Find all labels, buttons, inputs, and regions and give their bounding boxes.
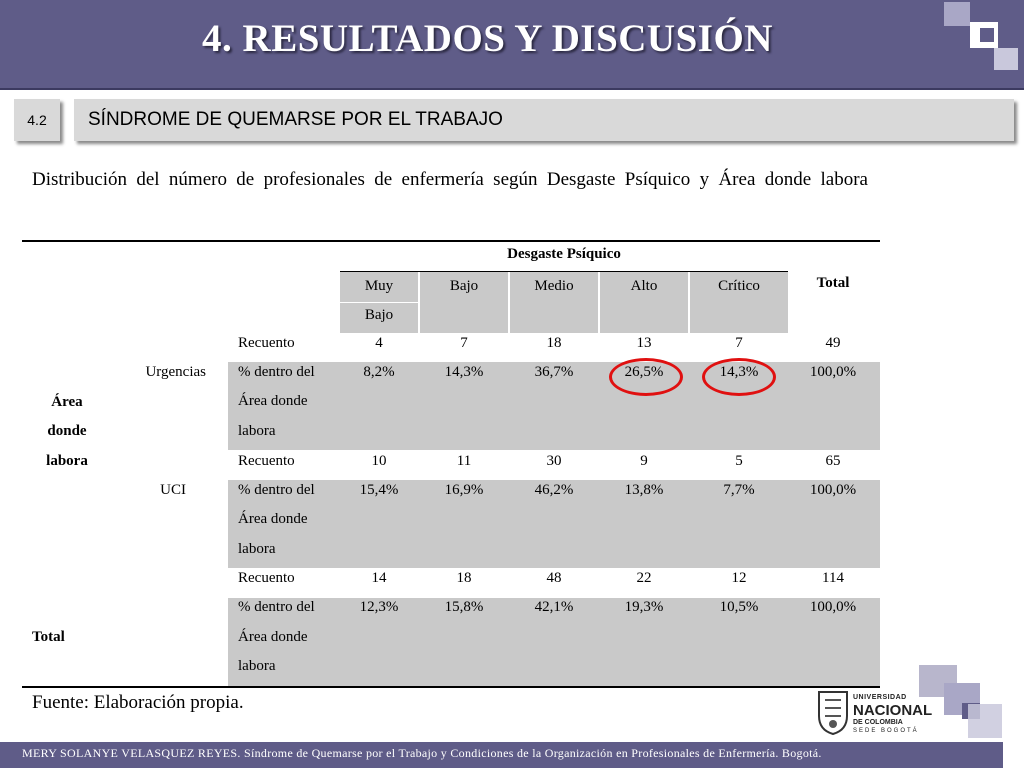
pct-label: % dentro del	[238, 482, 315, 498]
column-header: Alto	[630, 278, 658, 294]
pct-label: Área donde	[238, 629, 308, 645]
table-cell: 100,0%	[809, 482, 857, 498]
table-cell: 46,2%	[534, 482, 574, 498]
pct-label: Área donde	[238, 393, 308, 409]
table-cell: 12	[731, 570, 747, 586]
highlight-circle	[609, 358, 683, 396]
section-number: 4.2	[14, 99, 60, 141]
row-shade	[228, 480, 880, 568]
university-logo: UNIVERSIDAD NACIONAL DE COLOMBIA SEDE BO…	[815, 688, 940, 738]
data-table: Desgaste Psíquico Muy Bajo Bajo Medio Al…	[22, 240, 880, 688]
decorative-square	[944, 2, 970, 26]
section-title: SÍNDROME DE QUEMARSE POR EL TRABAJO	[74, 99, 1014, 141]
column-header: Bajo	[364, 307, 394, 323]
logo-line: SEDE BOGOTÁ	[853, 728, 919, 734]
table-cell: 13	[636, 335, 652, 351]
table-top-rule	[22, 240, 880, 242]
table-cell: 7	[460, 335, 468, 351]
table-cell: 15,4%	[359, 482, 399, 498]
group-rule	[340, 271, 788, 272]
row-label-urgencias: Urgencias	[145, 364, 206, 380]
row-group-label: Área	[51, 394, 83, 410]
table-cell: 11	[456, 453, 472, 469]
logo-line: DE COLOMBIA	[853, 719, 903, 726]
column-header: Crítico	[718, 278, 760, 294]
table-cell: 16,9%	[444, 482, 484, 498]
table-cell: 15,8%	[444, 599, 484, 615]
table-cell: 7	[735, 335, 743, 351]
table-cell: 18	[546, 335, 562, 351]
table-cell: 30	[546, 453, 562, 469]
logo-line: UNIVERSIDAD	[853, 694, 907, 701]
table-cell: 65	[825, 453, 841, 469]
pct-label: Área donde	[238, 511, 308, 527]
col-gap	[508, 272, 510, 333]
table-description: Distribución del número de profesionales…	[32, 169, 868, 190]
slide-title: 4. RESULTADOS Y DISCUSIÓN	[202, 17, 773, 60]
column-header: Bajo	[449, 278, 479, 294]
highlight-circle	[702, 358, 776, 396]
crest-icon	[818, 691, 848, 736]
col-gap	[340, 302, 418, 303]
table-cell: 14	[371, 570, 387, 586]
pct-label: labora	[238, 423, 276, 439]
table-bottom-rule	[22, 686, 880, 688]
slide-header: 4. RESULTADOS Y DISCUSIÓN	[0, 0, 1024, 90]
column-header-total: Total	[816, 275, 850, 291]
table-cell: 22	[636, 570, 652, 586]
table-cell: 42,1%	[534, 599, 574, 615]
row-count-label: Recuento	[238, 335, 295, 351]
table-cell: 13,8%	[624, 482, 664, 498]
group-header: Desgaste Psíquico	[507, 246, 621, 262]
table-cell: 49	[825, 335, 841, 351]
logo-line: NACIONAL	[853, 702, 933, 719]
table-cell: 10	[371, 453, 387, 469]
pct-label: % dentro del	[238, 364, 315, 380]
pct-label: % dentro del	[238, 599, 315, 615]
table-cell: 5	[735, 453, 743, 469]
table-cell: 8,2%	[363, 364, 395, 380]
decorative-square	[980, 28, 994, 42]
row-group-label: donde	[47, 423, 87, 439]
table-cell: 7,7%	[723, 482, 755, 498]
row-label-uci: UCI	[160, 482, 186, 498]
row-count-label: Recuento	[238, 570, 295, 586]
decorative-square	[968, 704, 1002, 738]
table-cell: 18	[456, 570, 472, 586]
row-count-label: Recuento	[238, 453, 295, 469]
column-header: Muy	[364, 278, 394, 294]
decorative-square	[994, 48, 1018, 70]
table-cell: 14,3%	[444, 364, 484, 380]
table-cell: 12,3%	[359, 599, 399, 615]
col-gap	[418, 272, 420, 333]
col-gap	[598, 272, 600, 333]
table-cell: 9	[640, 453, 648, 469]
pct-label: labora	[238, 541, 276, 557]
source-note: Fuente: Elaboración propia.	[32, 692, 244, 713]
table-cell: 10,5%	[719, 599, 759, 615]
footer-citation: MERY SOLANYE VELASQUEZ REYES. Síndrome d…	[22, 746, 822, 760]
table-cell: 100,0%	[809, 364, 857, 380]
table-cell: 100,0%	[809, 599, 857, 615]
table-cell: 36,7%	[534, 364, 574, 380]
total-row-label: Total	[32, 629, 65, 645]
table-cell: 48	[546, 570, 562, 586]
column-header: Medio	[534, 278, 574, 294]
slide-footer: MERY SOLANYE VELASQUEZ REYES. Síndrome d…	[0, 742, 1003, 768]
table-cell: 114	[822, 570, 844, 586]
row-shade	[228, 598, 880, 686]
pct-label: labora	[238, 658, 276, 674]
col-gap	[688, 272, 690, 333]
table-cell: 4	[375, 335, 383, 351]
table-cell: 19,3%	[624, 599, 664, 615]
row-group-label: labora	[46, 453, 88, 469]
